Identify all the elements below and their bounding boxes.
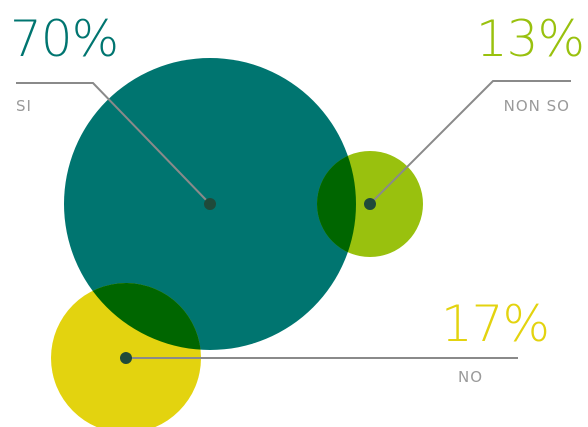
percent-label-si: 70%	[10, 10, 118, 68]
leader-line-non-so	[369, 80, 571, 205]
center-dot-si	[204, 198, 216, 210]
leader-line-si	[16, 82, 211, 205]
category-label-non-so: NON SO	[504, 97, 570, 115]
category-label-no: NO	[458, 368, 483, 386]
percent-label-non-so: 13%	[476, 10, 584, 68]
center-dot-no	[120, 352, 132, 364]
overlap-si-non-so	[317, 151, 356, 257]
category-label-si: SI	[16, 97, 32, 115]
center-dot-non-so	[364, 198, 376, 210]
percent-label-no: 17%	[441, 295, 549, 353]
